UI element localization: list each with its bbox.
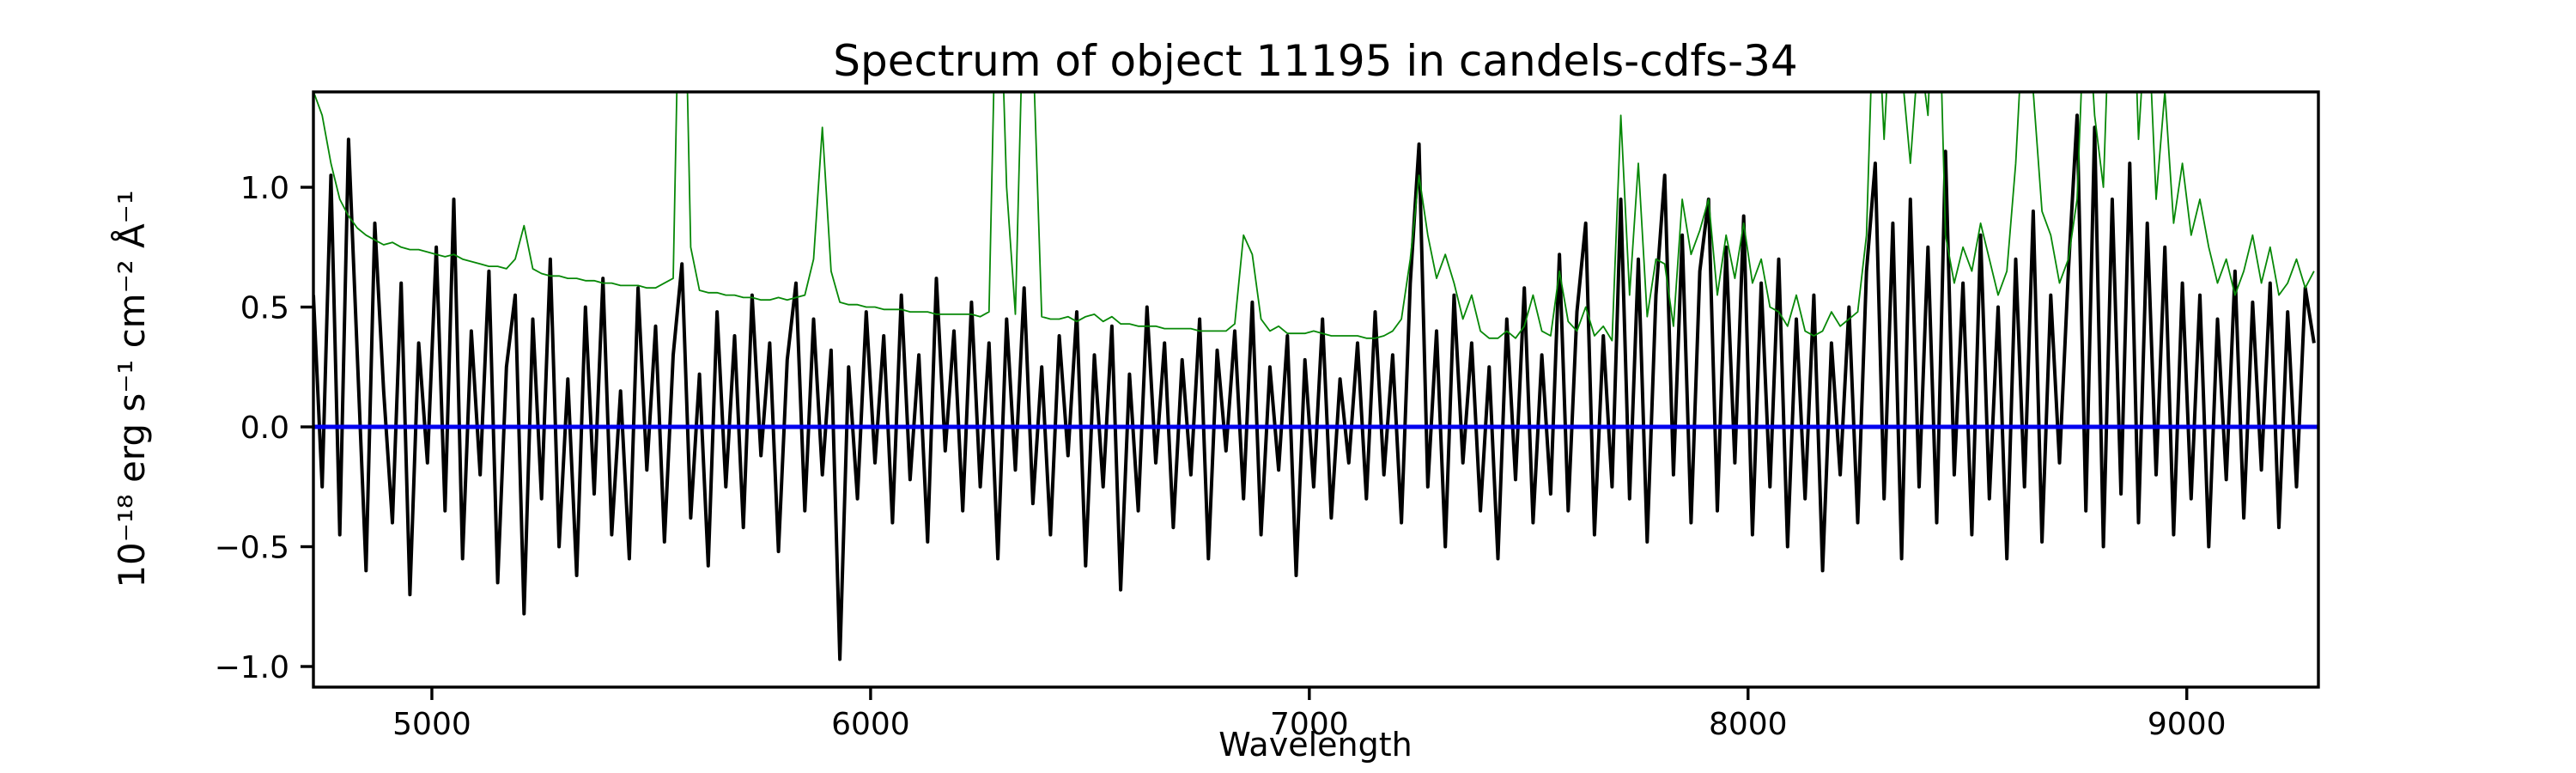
x-tick-label: 9000 xyxy=(2148,707,2227,742)
y-axis-label: 10⁻¹⁸ erg s⁻¹ cm⁻² Å⁻¹ xyxy=(110,190,153,587)
y-tick-label: −1.0 xyxy=(215,650,289,685)
x-axis-label: Wavelength xyxy=(1218,726,1412,764)
plot-title: Spectrum of object 11195 in candels-cdfs… xyxy=(833,36,1798,86)
y-tick-label: 0.0 xyxy=(240,411,289,446)
plot-series-layer xyxy=(313,92,2318,661)
observed-flux xyxy=(313,113,2316,661)
noise-spectrum xyxy=(313,92,2315,342)
x-tick-label: 5000 xyxy=(392,707,471,742)
x-tick-label: 7000 xyxy=(1270,707,1349,742)
y-tick-label: 0.5 xyxy=(240,291,289,326)
x-tick-label: 6000 xyxy=(831,707,910,742)
axes-ticks-layer: 5000 6000 7000 8000 9000 −1.0 −0.5 0.0 0.5 1.0 xyxy=(215,171,2227,742)
plot-frame xyxy=(312,90,2320,689)
x-tick-label: 8000 xyxy=(1709,707,1788,742)
y-tick-label: 1.0 xyxy=(240,171,289,206)
y-tick-label: −0.5 xyxy=(215,531,289,566)
